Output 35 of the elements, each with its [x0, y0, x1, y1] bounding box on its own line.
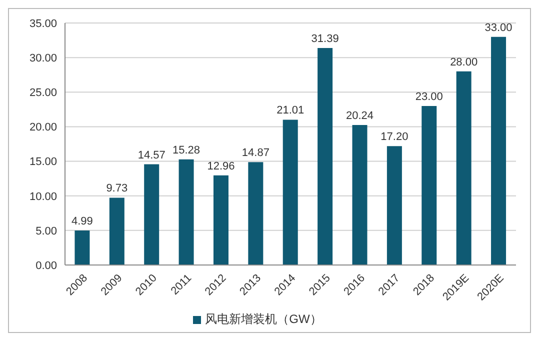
- bar: [213, 175, 228, 265]
- bar: [352, 125, 368, 265]
- y-tick-label: 20.00: [29, 122, 57, 134]
- bar: [282, 120, 298, 265]
- data-label: 17.20: [380, 131, 408, 144]
- data-label: 14.87: [242, 147, 270, 160]
- y-tick-label: 0.00: [36, 260, 57, 272]
- data-label: 21.01: [276, 104, 304, 117]
- legend-label: 风电新增装机（GW）: [205, 312, 322, 326]
- bar: [456, 71, 472, 265]
- data-label: 31.39: [311, 32, 339, 45]
- y-tick-label: 25.00: [29, 87, 57, 100]
- data-label: 33.00: [484, 22, 512, 34]
- bar: [74, 230, 90, 265]
- y-tick-label: 5.00: [36, 225, 57, 238]
- bar: [109, 198, 124, 265]
- bar: [178, 159, 194, 265]
- y-tick-label: 35.00: [29, 18, 57, 30]
- y-tick-label: 15.00: [29, 156, 57, 168]
- bar: [386, 146, 402, 265]
- bar: [491, 36, 506, 265]
- y-tick-label: 30.00: [29, 52, 57, 64]
- data-label: 28.00: [450, 56, 478, 68]
- data-label: 15.28: [172, 144, 200, 156]
- y-tick-label: 10.00: [29, 190, 57, 203]
- data-label: 23.00: [415, 90, 443, 103]
- data-label: 14.57: [138, 149, 166, 162]
- data-label: 20.24: [346, 110, 374, 122]
- data-label: 4.99: [72, 216, 93, 228]
- bar: [144, 164, 160, 265]
- data-label: 12.96: [207, 160, 235, 172]
- bar: [422, 106, 437, 265]
- bar: [248, 162, 264, 265]
- bar: [318, 48, 333, 265]
- data-label: 9.73: [106, 182, 128, 195]
